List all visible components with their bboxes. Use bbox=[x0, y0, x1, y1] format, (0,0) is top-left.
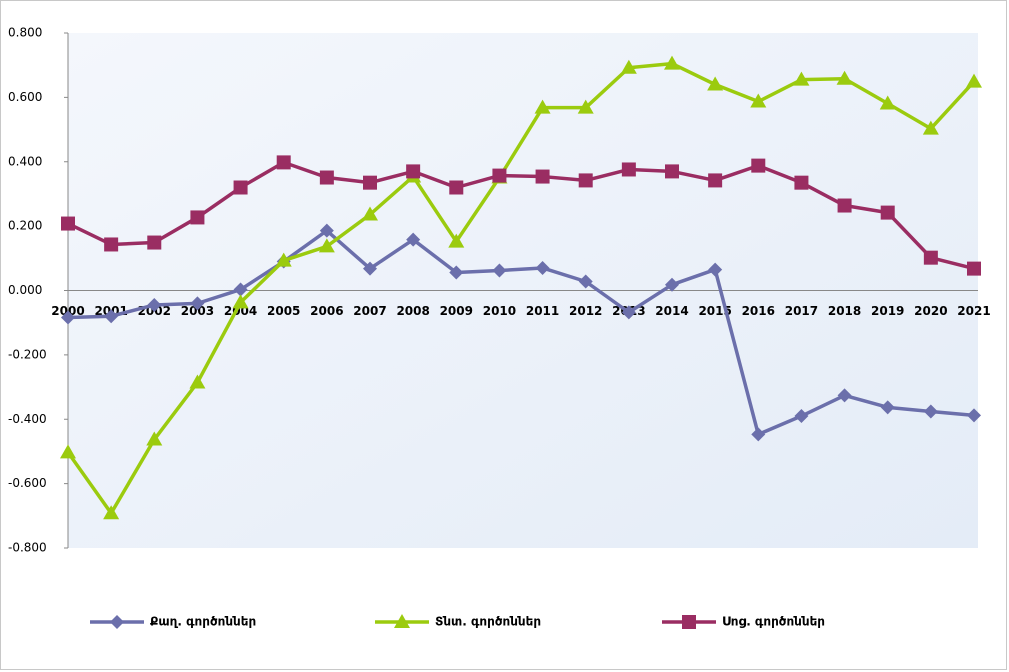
data-point bbox=[880, 400, 895, 415]
y-tick-label: 0.800 bbox=[8, 26, 42, 40]
data-point bbox=[837, 198, 852, 213]
x-tick-label: 2009 bbox=[440, 304, 473, 318]
series-line bbox=[67, 228, 975, 437]
legend-label: Տնտ. գործոններ bbox=[435, 615, 541, 629]
data-point bbox=[363, 175, 377, 190]
data-point bbox=[967, 261, 981, 276]
data-point bbox=[793, 71, 810, 86]
data-point bbox=[492, 263, 507, 278]
y-tick-label: 0.000 bbox=[8, 283, 42, 297]
data-point bbox=[190, 296, 205, 311]
data-point bbox=[319, 223, 334, 238]
data-point bbox=[233, 180, 248, 195]
y-tick-label: -0.200 bbox=[8, 347, 47, 361]
data-point bbox=[535, 169, 550, 184]
legend-label: Սոց. գործոններ bbox=[722, 615, 825, 629]
data-point bbox=[448, 233, 465, 248]
data-point bbox=[665, 164, 679, 179]
data-point bbox=[577, 99, 594, 114]
x-tick-label: 2018 bbox=[828, 304, 861, 318]
data-point bbox=[146, 431, 163, 446]
data-point bbox=[104, 237, 119, 252]
data-point bbox=[620, 59, 637, 74]
x-tick-label: 2006 bbox=[310, 304, 343, 318]
x-tick-label: 2007 bbox=[353, 304, 386, 318]
data-point bbox=[879, 95, 896, 110]
data-point bbox=[837, 388, 852, 403]
data-point bbox=[664, 55, 680, 70]
data-point bbox=[232, 294, 249, 309]
data-point bbox=[534, 99, 551, 114]
x-tick-label: 2011 bbox=[526, 304, 559, 318]
data-point bbox=[60, 444, 76, 459]
data-point bbox=[966, 73, 982, 88]
y-tick-label: 0.200 bbox=[8, 219, 42, 233]
data-point bbox=[923, 404, 938, 419]
data-point bbox=[449, 265, 464, 280]
data-point bbox=[836, 70, 853, 85]
x-tick-label: 2012 bbox=[569, 304, 602, 318]
data-point bbox=[492, 168, 507, 183]
x-tick-label: 2014 bbox=[655, 304, 688, 318]
x-tick-label: 2021 bbox=[957, 304, 990, 318]
data-point bbox=[922, 120, 939, 135]
x-tick-label: 2019 bbox=[871, 304, 904, 318]
x-tick-label: 2016 bbox=[742, 304, 775, 318]
series-line bbox=[67, 160, 975, 271]
data-point bbox=[147, 297, 162, 312]
data-point bbox=[621, 305, 636, 320]
data-point bbox=[535, 260, 550, 275]
data-point bbox=[880, 205, 895, 220]
data-point bbox=[189, 374, 206, 389]
data-point bbox=[61, 310, 75, 325]
data-point bbox=[578, 173, 593, 188]
data-point bbox=[750, 93, 767, 108]
series-line bbox=[66, 61, 976, 515]
data-point bbox=[794, 409, 809, 424]
data-point bbox=[318, 238, 335, 253]
x-tick-label: 2010 bbox=[483, 304, 516, 318]
y-tick-label: -0.800 bbox=[8, 541, 47, 555]
data-point bbox=[923, 250, 938, 265]
x-tick-label: 2008 bbox=[396, 304, 429, 318]
data-point bbox=[708, 173, 723, 188]
data-point bbox=[794, 175, 809, 190]
legend-marker bbox=[110, 615, 124, 629]
legend-marker bbox=[682, 615, 696, 629]
data-point bbox=[406, 164, 421, 179]
data-point bbox=[751, 427, 766, 442]
x-tick-label: 2017 bbox=[785, 304, 818, 318]
x-tick-label: 2020 bbox=[914, 304, 947, 318]
x-tick-label: 2003 bbox=[181, 304, 214, 318]
y-tick-label: 0.400 bbox=[8, 154, 42, 168]
x-tick-label: 2005 bbox=[267, 304, 300, 318]
data-point bbox=[967, 408, 981, 423]
y-tick-label: -0.400 bbox=[8, 412, 47, 426]
data-point bbox=[104, 309, 119, 324]
data-point bbox=[276, 155, 291, 170]
data-point bbox=[233, 282, 248, 297]
data-point bbox=[275, 252, 292, 267]
data-point bbox=[362, 206, 378, 221]
data-point bbox=[190, 210, 205, 225]
data-point bbox=[621, 162, 636, 177]
data-point bbox=[406, 232, 421, 247]
data-point bbox=[61, 216, 75, 231]
data-point bbox=[665, 277, 679, 292]
data-point bbox=[707, 76, 724, 91]
y-tick-label: -0.600 bbox=[8, 476, 47, 490]
legend-label: Քաղ. գործոններ bbox=[150, 615, 256, 629]
legend-marker bbox=[394, 614, 410, 628]
data-point bbox=[363, 261, 377, 276]
data-point bbox=[578, 274, 593, 289]
data-point bbox=[319, 170, 334, 185]
y-tick-label: 0.600 bbox=[8, 90, 42, 104]
data-point bbox=[751, 158, 766, 173]
data-point bbox=[449, 180, 464, 195]
data-point bbox=[147, 235, 162, 250]
data-point bbox=[708, 262, 723, 277]
data-point bbox=[103, 505, 120, 520]
